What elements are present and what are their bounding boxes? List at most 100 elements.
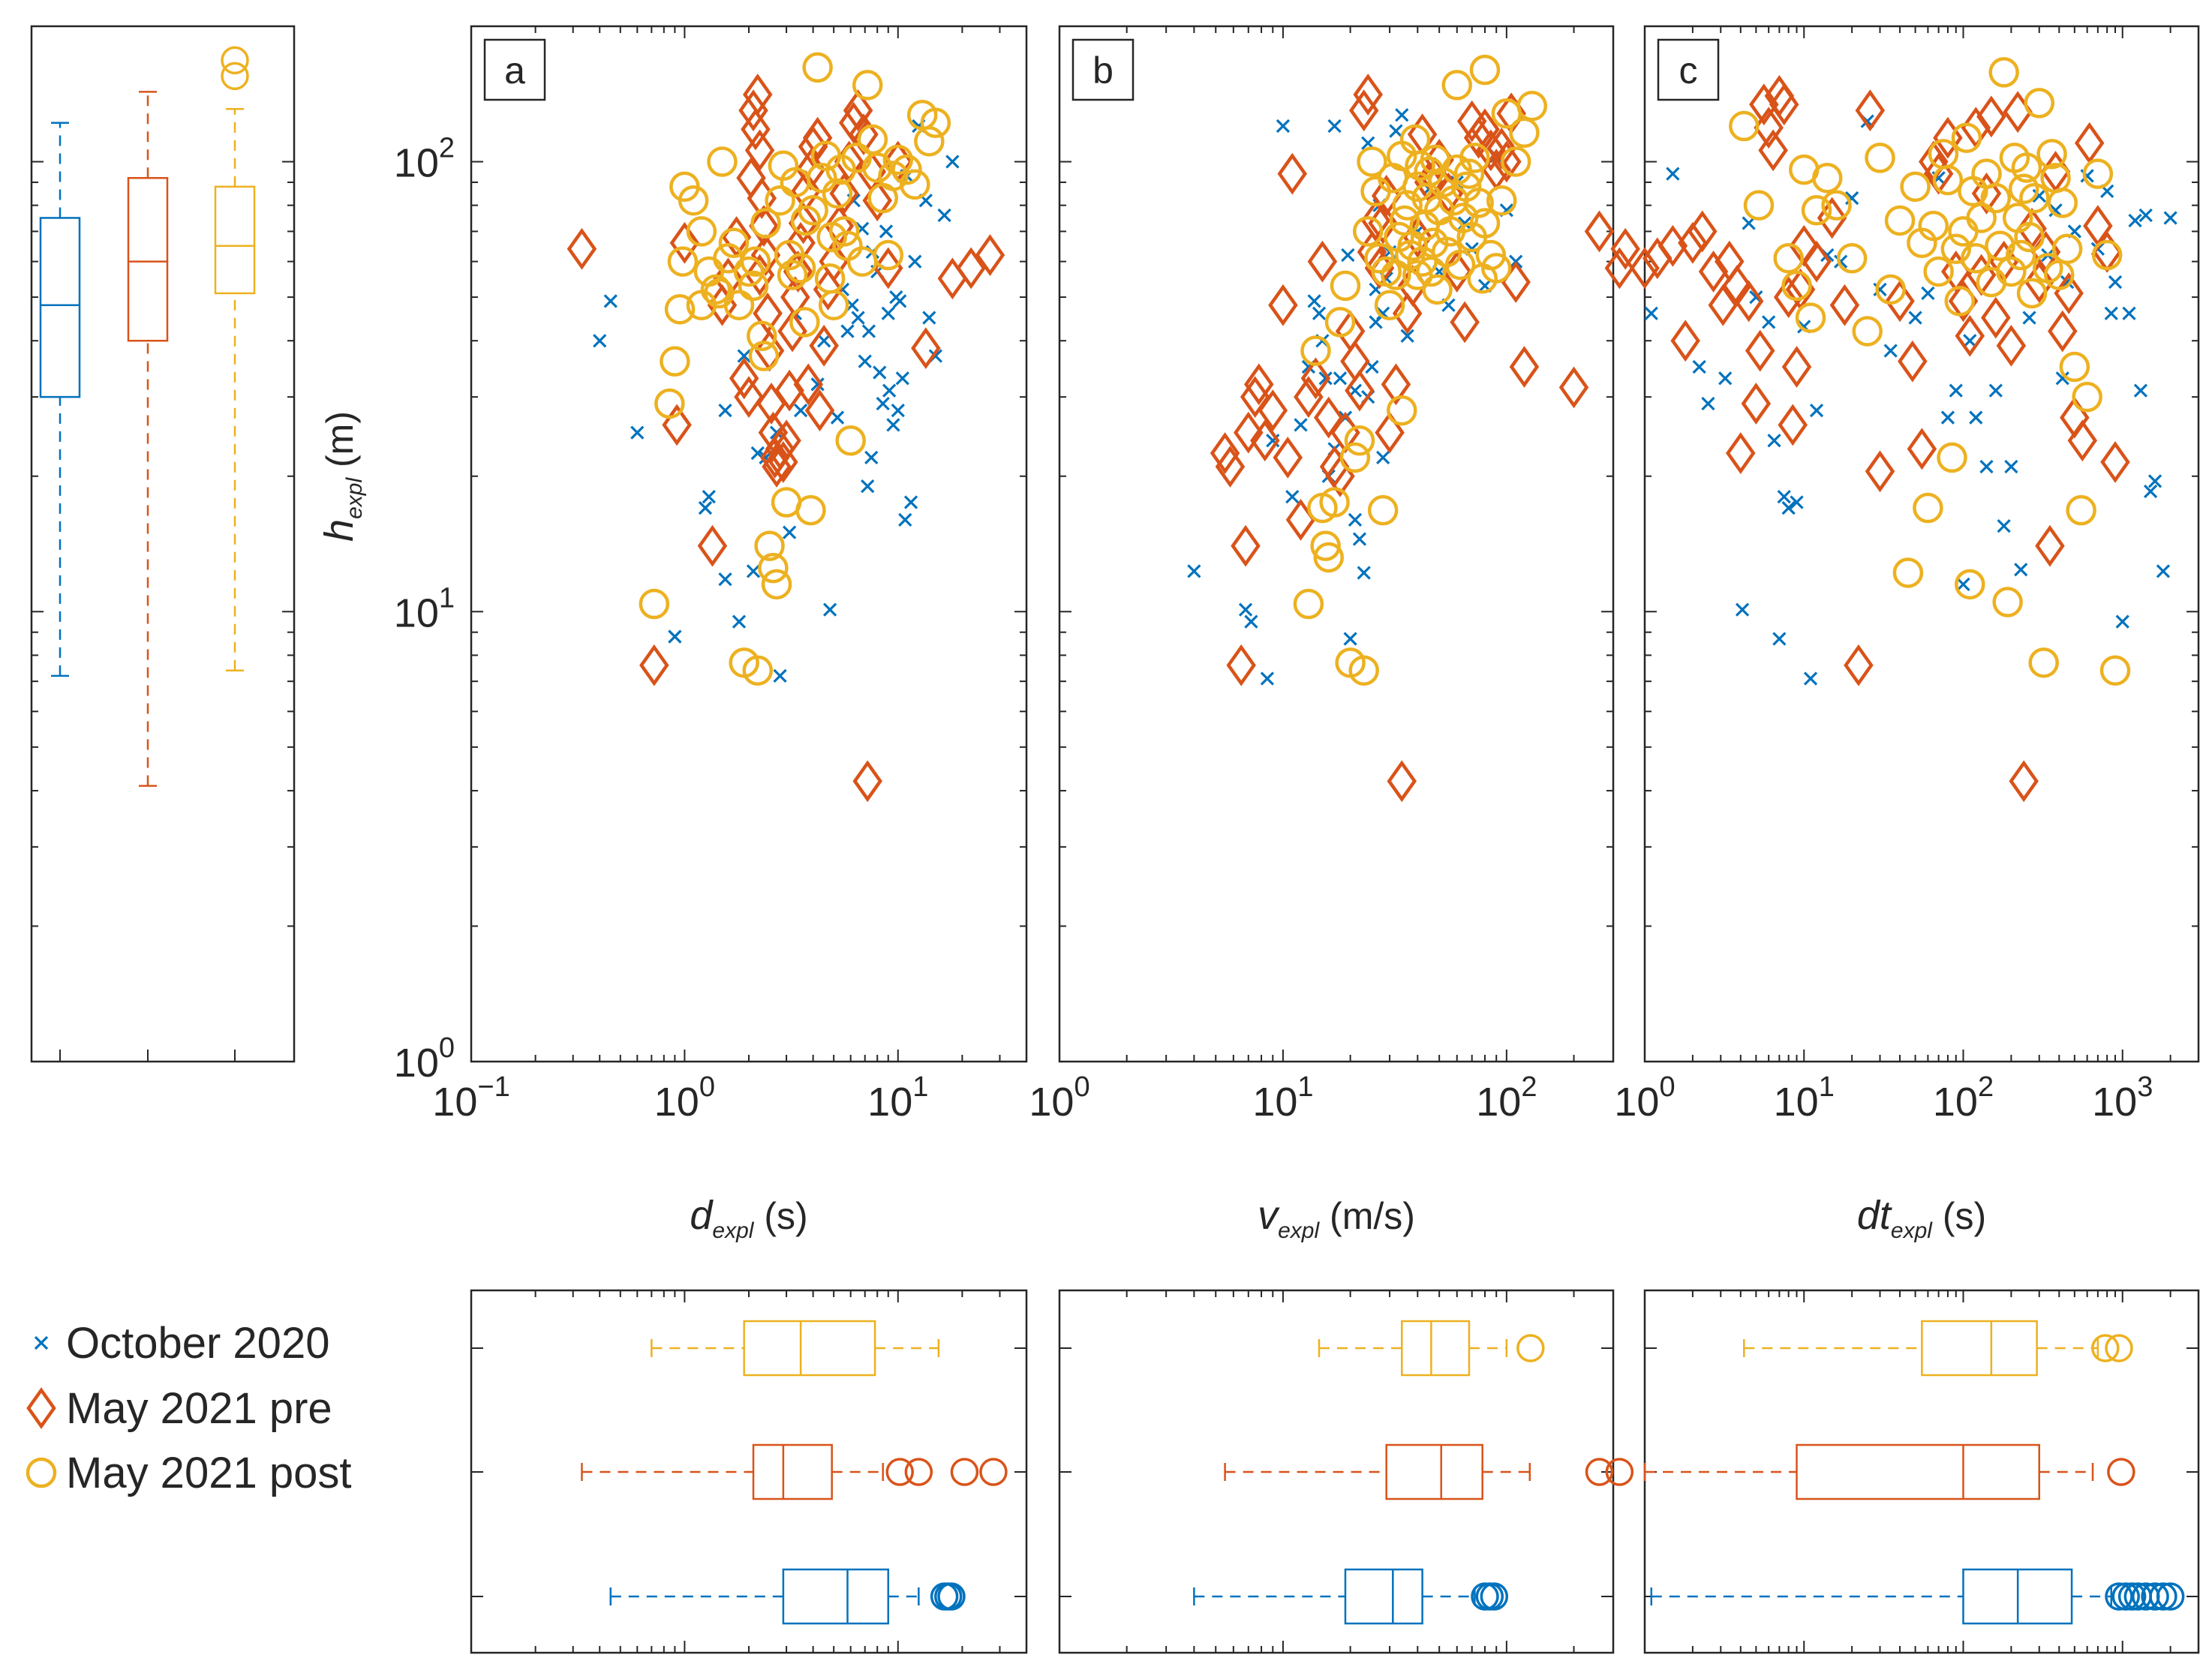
legend-item-pre: May 2021 pre xyxy=(26,1384,332,1433)
box xyxy=(1401,1320,1471,1377)
axes-frame xyxy=(1643,25,2200,1063)
point-pre xyxy=(843,89,873,132)
point-oct xyxy=(1294,418,1308,432)
point-post xyxy=(2024,88,2055,119)
point-oct xyxy=(1285,490,1300,504)
point-post xyxy=(1444,249,1476,281)
point-oct xyxy=(746,564,761,578)
point-pre xyxy=(768,441,798,483)
point-post xyxy=(1352,216,1384,247)
point-oct xyxy=(810,377,825,392)
point-pre xyxy=(741,108,771,151)
point-post xyxy=(861,152,893,183)
x-tick-label: 100 xyxy=(1614,1071,1675,1125)
outlier xyxy=(2091,1334,2120,1362)
point-post xyxy=(1884,205,1916,236)
point-post xyxy=(748,341,780,371)
box-post xyxy=(1318,1320,1545,1377)
point-post xyxy=(1367,494,1399,526)
x-tick-label: 103 xyxy=(2092,1071,2153,1125)
point-pre xyxy=(1250,419,1280,462)
point-oct xyxy=(1395,108,1409,122)
point-oct xyxy=(1772,632,1787,646)
legend-label: October 2020 xyxy=(66,1319,329,1368)
point-pre xyxy=(849,113,879,156)
point-pre xyxy=(1745,329,1775,372)
point-oct xyxy=(737,349,751,363)
point-post xyxy=(1500,146,1531,177)
left-boxplot-panel xyxy=(30,25,296,1063)
point-oct xyxy=(1333,371,1348,386)
point-pre xyxy=(734,376,764,419)
outlier xyxy=(2107,1458,2135,1486)
point-post xyxy=(852,70,883,101)
point-post xyxy=(1913,492,1943,524)
point-oct xyxy=(603,294,618,308)
point-post xyxy=(2036,139,2067,170)
point-post xyxy=(802,52,833,83)
point-oct xyxy=(1644,306,1658,320)
point-oct xyxy=(861,324,876,338)
point-post xyxy=(2099,655,2131,686)
x-tick-label: 100 xyxy=(1029,1071,1089,1125)
point-oct xyxy=(817,334,831,348)
outlier xyxy=(1480,1582,1509,1611)
point-oct xyxy=(2032,188,2046,203)
point-post xyxy=(2066,494,2096,526)
point-pre xyxy=(1844,644,1874,686)
point-oct xyxy=(1369,315,1383,329)
point-oct xyxy=(908,254,922,269)
box xyxy=(1921,1320,2038,1377)
x-tick-label: 10−1 xyxy=(432,1071,509,1125)
panel-a-boxplot xyxy=(470,1289,1028,1654)
point-post xyxy=(920,107,951,138)
axes-frame xyxy=(1058,25,1615,1063)
point-oct xyxy=(1692,359,1706,374)
point-oct xyxy=(2108,275,2123,290)
point-pre xyxy=(2009,760,2039,803)
point-oct xyxy=(945,155,960,169)
point-pre xyxy=(788,202,819,245)
box xyxy=(1796,1443,2041,1500)
point-post xyxy=(1795,302,1826,333)
point-post xyxy=(1339,442,1371,473)
point-oct xyxy=(822,602,837,617)
point-post xyxy=(1475,239,1507,271)
x-tick-label: 101 xyxy=(1774,1071,1835,1125)
point-pre xyxy=(1231,524,1261,567)
box xyxy=(743,1320,876,1377)
point-pre xyxy=(2074,122,2105,164)
point-oct xyxy=(2156,564,2171,578)
box xyxy=(39,217,81,398)
point-pre xyxy=(813,268,843,311)
point-pre xyxy=(1375,411,1405,454)
point-pre xyxy=(1244,363,1274,406)
point-post xyxy=(654,388,685,419)
point-post xyxy=(1405,150,1435,182)
legend-marker-post xyxy=(26,1457,57,1488)
point-pre xyxy=(1885,280,1915,323)
legend-item-post: May 2021 post xyxy=(26,1449,351,1497)
outlier xyxy=(1516,1334,1545,1362)
point-pre xyxy=(2024,261,2054,303)
scatter-points xyxy=(567,52,1005,803)
point-pre xyxy=(765,428,795,470)
point-post xyxy=(1293,588,1324,620)
point-oct xyxy=(1260,671,1275,686)
point-pre xyxy=(793,363,824,406)
point-post xyxy=(1961,243,1991,274)
point-oct xyxy=(1187,564,1201,578)
x-axis-label: vexpl (m/s) xyxy=(1258,1193,1415,1243)
point-post xyxy=(2016,278,2048,309)
point-pre xyxy=(1733,280,1764,323)
point-post xyxy=(750,208,781,239)
point-pre xyxy=(1273,437,1303,479)
point-oct xyxy=(1701,396,1715,411)
point-post xyxy=(857,124,888,155)
point-post xyxy=(2072,381,2102,413)
point-oct xyxy=(1940,410,1955,425)
point-oct xyxy=(2022,311,2036,325)
point-pre xyxy=(1741,383,1772,425)
point-oct xyxy=(782,525,797,539)
point-pre xyxy=(2100,441,2130,483)
